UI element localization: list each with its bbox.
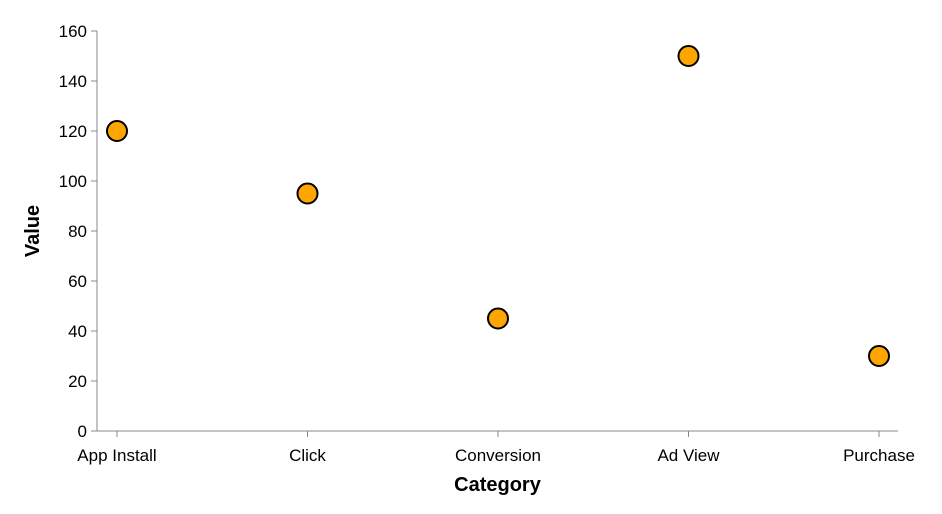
data-point[interactable] (296, 182, 319, 205)
y-tick-label: 120 (59, 122, 87, 141)
y-tick-label: 60 (68, 272, 87, 291)
y-axis: 0 20 40 60 80 100 120 140 160 (59, 22, 98, 441)
x-tick-label: Purchase (843, 446, 915, 465)
y-tick-label: 40 (68, 322, 87, 341)
y-tick-label: 80 (68, 222, 87, 241)
x-axis: App Install Click Conversion Ad View Purchas… (77, 430, 915, 465)
x-tick-label: Ad View (657, 446, 720, 465)
x-tick-label: App Install (77, 446, 156, 465)
y-axis-title: Value (22, 205, 44, 257)
data-point[interactable] (868, 345, 890, 367)
x-axis-title: Category (454, 474, 542, 496)
y-tick-label: 100 (59, 172, 87, 191)
data-point[interactable] (106, 120, 128, 142)
y-tick-label: 140 (59, 72, 87, 91)
y-tick-label: 20 (68, 372, 87, 391)
data-point[interactable] (487, 307, 509, 330)
data-points (106, 45, 890, 367)
y-tick-label: 0 (78, 422, 87, 441)
y-tick-label: 160 (59, 22, 87, 41)
x-tick-label: Conversion (455, 446, 541, 465)
data-point[interactable] (677, 45, 700, 67)
x-tick-label: Click (289, 446, 326, 465)
